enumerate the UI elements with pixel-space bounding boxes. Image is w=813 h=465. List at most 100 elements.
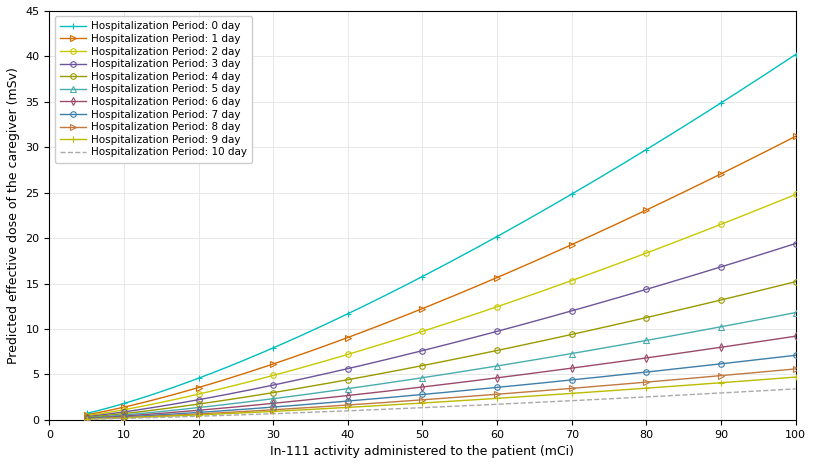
Hospitalization Period: 8 day: (80, 4.14): 8 day: (80, 4.14) [641, 379, 651, 385]
Hospitalization Period: 9 day: (30, 0.925): 9 day: (30, 0.925) [268, 409, 278, 414]
Hospitalization Period: 6 day: (50, 3.61): 6 day: (50, 3.61) [418, 384, 428, 390]
Hospitalization Period: 5 day: (30, 2.32): 5 day: (30, 2.32) [268, 396, 278, 401]
Hospitalization Period: 2 day: (60, 12.4): 2 day: (60, 12.4) [492, 304, 502, 310]
Hospitalization Period: 5 day: (80, 8.73): 5 day: (80, 8.73) [641, 338, 651, 343]
Hospitalization Period: 3 day: (20, 2.21): 3 day: (20, 2.21) [193, 397, 203, 403]
Line: Hospitalization Period: 2 day: Hospitalization Period: 2 day [84, 192, 798, 418]
Hospitalization Period: 1 day: (5, 0.547): 1 day: (5, 0.547) [82, 412, 92, 418]
Hospitalization Period: 5 day: (90, 10.2): 5 day: (90, 10.2) [716, 324, 726, 330]
Hospitalization Period: 1 day: (50, 12.2): 1 day: (50, 12.2) [418, 306, 428, 312]
Hospitalization Period: 9 day: (10, 0.21): 9 day: (10, 0.21) [119, 415, 128, 421]
Hospitalization Period: 9 day: (40, 1.36): 9 day: (40, 1.36) [343, 405, 353, 410]
Hospitalization Period: 8 day: (40, 1.63): 8 day: (40, 1.63) [343, 402, 353, 408]
Hospitalization Period: 4 day: (30, 2.99): 4 day: (30, 2.99) [268, 390, 278, 395]
Hospitalization Period: 3 day: (90, 16.8): 3 day: (90, 16.8) [716, 264, 726, 270]
Hospitalization Period: 0 day: (60, 20.2): 0 day: (60, 20.2) [492, 234, 502, 239]
Line: Hospitalization Period: 6 day: Hospitalization Period: 6 day [84, 333, 798, 421]
Hospitalization Period: 1 day: (60, 15.7): 1 day: (60, 15.7) [492, 275, 502, 280]
Hospitalization Period: 0 day: (70, 24.8): 0 day: (70, 24.8) [567, 191, 576, 197]
Hospitalization Period: 7 day: (10, 0.317): 7 day: (10, 0.317) [119, 414, 128, 420]
Hospitalization Period: 0 day: (80, 29.7): 0 day: (80, 29.7) [641, 147, 651, 153]
Line: Hospitalization Period: 8 day: Hospitalization Period: 8 day [84, 366, 798, 422]
Hospitalization Period: 9 day: (5, 0.0824): 9 day: (5, 0.0824) [82, 416, 92, 422]
Hospitalization Period: 0 day: (100, 40.2): 0 day: (100, 40.2) [791, 52, 801, 57]
Hospitalization Period: 1 day: (90, 27.1): 1 day: (90, 27.1) [716, 171, 726, 177]
Hospitalization Period: 6 day: (70, 5.68): 6 day: (70, 5.68) [567, 365, 576, 371]
Hospitalization Period: 3 day: (80, 14.4): 3 day: (80, 14.4) [641, 286, 651, 292]
Hospitalization Period: 5 day: (60, 5.92): 5 day: (60, 5.92) [492, 363, 502, 369]
Hospitalization Period: 8 day: (50, 2.2): 8 day: (50, 2.2) [418, 397, 428, 403]
Hospitalization Period: 3 day: (50, 7.61): 3 day: (50, 7.61) [418, 348, 428, 353]
Line: Hospitalization Period: 9 day: Hospitalization Period: 9 day [84, 374, 798, 422]
Hospitalization Period: 4 day: (50, 5.96): 4 day: (50, 5.96) [418, 363, 428, 368]
Hospitalization Period: 5 day: (100, 11.8): 5 day: (100, 11.8) [791, 310, 801, 315]
Hospitalization Period: 4 day: (20, 1.73): 4 day: (20, 1.73) [193, 401, 203, 407]
Hospitalization Period: 9 day: (70, 2.9): 9 day: (70, 2.9) [567, 391, 576, 396]
Hospitalization Period: 7 day: (100, 7.1): 7 day: (100, 7.1) [791, 352, 801, 358]
Hospitalization Period: 1 day: (10, 1.39): 1 day: (10, 1.39) [119, 405, 128, 410]
Hospitalization Period: 5 day: (70, 7.29): 5 day: (70, 7.29) [567, 351, 576, 356]
Hospitalization Period: 1 day: (20, 3.55): 1 day: (20, 3.55) [193, 385, 203, 390]
Hospitalization Period: 9 day: (50, 1.84): 9 day: (50, 1.84) [418, 400, 428, 406]
Hospitalization Period: 0 day: (90, 34.9): 0 day: (90, 34.9) [716, 100, 726, 106]
Hospitalization Period: 0 day: (10, 1.8): 0 day: (10, 1.8) [119, 401, 128, 406]
Line: Hospitalization Period: 5 day: Hospitalization Period: 5 day [84, 310, 798, 421]
Hospitalization Period: 1 day: (30, 6.14): 1 day: (30, 6.14) [268, 361, 278, 367]
Hospitalization Period: 2 day: (5, 0.435): 2 day: (5, 0.435) [82, 413, 92, 418]
Hospitalization Period: 3 day: (40, 5.63): 3 day: (40, 5.63) [343, 366, 353, 372]
Hospitalization Period: 3 day: (5, 0.34): 3 day: (5, 0.34) [82, 414, 92, 419]
Hospitalization Period: 2 day: (70, 15.3): 2 day: (70, 15.3) [567, 278, 576, 283]
Hospitalization Period: 7 day: (50, 2.79): 7 day: (50, 2.79) [418, 392, 428, 397]
Hospitalization Period: 3 day: (70, 12): 3 day: (70, 12) [567, 308, 576, 314]
Hospitalization Period: 1 day: (40, 9.06): 1 day: (40, 9.06) [343, 335, 353, 340]
Hospitalization Period: 2 day: (80, 18.3): 2 day: (80, 18.3) [641, 250, 651, 256]
Hospitalization Period: 8 day: (70, 3.46): 8 day: (70, 3.46) [567, 385, 576, 391]
Hospitalization Period: 8 day: (30, 1.1): 8 day: (30, 1.1) [268, 407, 278, 412]
Hospitalization Period: 6 day: (80, 6.81): 6 day: (80, 6.81) [641, 355, 651, 361]
Hospitalization Period: 9 day: (60, 2.36): 9 day: (60, 2.36) [492, 396, 502, 401]
Hospitalization Period: 6 day: (30, 1.81): 6 day: (30, 1.81) [268, 400, 278, 406]
Hospitalization Period: 3 day: (60, 9.73): 3 day: (60, 9.73) [492, 329, 502, 334]
Hospitalization Period: 0 day: (40, 11.7): 0 day: (40, 11.7) [343, 311, 353, 317]
Line: Hospitalization Period: 4 day: Hospitalization Period: 4 day [84, 279, 798, 420]
Hospitalization Period: 8 day: (5, 0.0981): 8 day: (5, 0.0981) [82, 416, 92, 422]
Hospitalization Period: 6 day: (90, 7.98): 6 day: (90, 7.98) [716, 345, 726, 350]
Hospitalization Period: 0 day: (50, 15.8): 0 day: (50, 15.8) [418, 274, 428, 279]
Hospitalization Period: 1 day: (80, 23.1): 1 day: (80, 23.1) [641, 207, 651, 213]
Hospitalization Period: 8 day: (90, 4.86): 8 day: (90, 4.86) [716, 373, 726, 379]
Hospitalization Period: 6 day: (10, 0.411): 6 day: (10, 0.411) [119, 413, 128, 419]
Hospitalization Period: 1 day: (70, 19.3): 1 day: (70, 19.3) [567, 242, 576, 247]
Hospitalization Period: 7 day: (5, 0.124): 7 day: (5, 0.124) [82, 416, 92, 421]
Hospitalization Period: 4 day: (80, 11.2): 4 day: (80, 11.2) [641, 315, 651, 320]
Hospitalization Period: 7 day: (60, 3.56): 7 day: (60, 3.56) [492, 385, 502, 390]
Line: Hospitalization Period: 1 day: Hospitalization Period: 1 day [84, 133, 798, 418]
Hospitalization Period: 4 day: (5, 0.266): 4 day: (5, 0.266) [82, 415, 92, 420]
Hospitalization Period: 3 day: (10, 0.867): 3 day: (10, 0.867) [119, 409, 128, 415]
Hospitalization Period: 1 day: (100, 31.2): 1 day: (100, 31.2) [791, 133, 801, 139]
Hospitalization Period: 9 day: (100, 4.7): 9 day: (100, 4.7) [791, 374, 801, 380]
Hospitalization Period: 2 day: (90, 21.5): 2 day: (90, 21.5) [716, 221, 726, 227]
Hospitalization Period: 2 day: (100, 24.8): 2 day: (100, 24.8) [791, 192, 801, 197]
Legend: Hospitalization Period: 0 day, Hospitalization Period: 1 day, Hospitalization Pe: Hospitalization Period: 0 day, Hospitali… [54, 16, 252, 163]
Hospitalization Period: 9 day: (90, 4.08): 9 day: (90, 4.08) [716, 380, 726, 385]
Hospitalization Period: 4 day: (70, 9.39): 4 day: (70, 9.39) [567, 332, 576, 337]
Hospitalization Period: 6 day: (20, 1.05): 6 day: (20, 1.05) [193, 407, 203, 413]
Hospitalization Period: 7 day: (20, 0.808): 7 day: (20, 0.808) [193, 410, 203, 415]
Hospitalization Period: 8 day: (20, 0.638): 8 day: (20, 0.638) [193, 411, 203, 417]
Hospitalization Period: 5 day: (50, 4.63): 5 day: (50, 4.63) [418, 375, 428, 380]
Hospitalization Period: 8 day: (60, 2.81): 8 day: (60, 2.81) [492, 392, 502, 397]
Hospitalization Period: 6 day: (40, 2.67): 6 day: (40, 2.67) [343, 393, 353, 399]
Hospitalization Period: 6 day: (5, 0.161): 6 day: (5, 0.161) [82, 416, 92, 421]
Hospitalization Period: 5 day: (5, 0.207): 5 day: (5, 0.207) [82, 415, 92, 421]
Hospitalization Period: 0 day: (5, 0.704): 0 day: (5, 0.704) [82, 411, 92, 416]
Hospitalization Period: 2 day: (10, 1.11): 2 day: (10, 1.11) [119, 407, 128, 412]
X-axis label: In-111 activity administered to the patient (mCi): In-111 activity administered to the pati… [271, 445, 575, 458]
Hospitalization Period: 6 day: (60, 4.62): 6 day: (60, 4.62) [492, 375, 502, 381]
Line: Hospitalization Period: 0 day: Hospitalization Period: 0 day [84, 52, 798, 416]
Hospitalization Period: 4 day: (10, 0.679): 4 day: (10, 0.679) [119, 411, 128, 416]
Hospitalization Period: 7 day: (80, 5.25): 7 day: (80, 5.25) [641, 369, 651, 375]
Hospitalization Period: 7 day: (30, 1.4): 7 day: (30, 1.4) [268, 404, 278, 410]
Hospitalization Period: 2 day: (50, 9.73): 2 day: (50, 9.73) [418, 329, 428, 334]
Hospitalization Period: 7 day: (70, 4.39): 7 day: (70, 4.39) [567, 377, 576, 383]
Hospitalization Period: 2 day: (40, 7.2): 2 day: (40, 7.2) [343, 352, 353, 357]
